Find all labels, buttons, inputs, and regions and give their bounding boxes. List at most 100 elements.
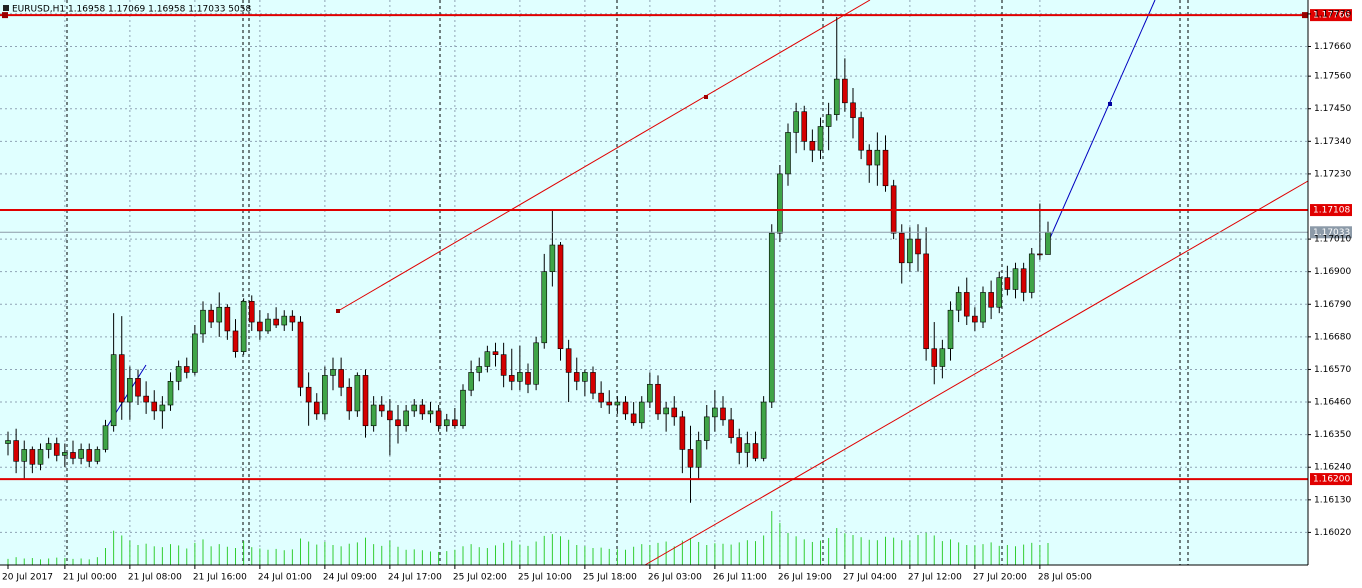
candle-body [1028, 253, 1035, 293]
x-tick-label: 26 Jul 03:00 [648, 573, 702, 583]
x-tick-label: 24 Jul 17:00 [388, 573, 442, 583]
y-tick-label: 1.16240 [1314, 463, 1351, 473]
candle-body [135, 378, 141, 397]
candle-body [842, 78, 848, 104]
x-tick-label: 25 Jul 18:00 [583, 573, 637, 583]
y-tick-label: 1.17010 [1314, 235, 1351, 245]
candle-body [427, 410, 434, 415]
candle-body [590, 372, 596, 394]
y-tick-label: 1.16460 [1314, 398, 1351, 408]
candle-body [37, 449, 44, 465]
candle-body [354, 375, 361, 412]
candle-body [647, 383, 653, 403]
candle-body [1037, 253, 1043, 256]
candle-body [980, 292, 986, 323]
candle-body [573, 372, 580, 382]
candle-body [850, 102, 856, 118]
candle-body [45, 443, 52, 450]
candle-body [866, 149, 873, 166]
candle-body [183, 366, 190, 373]
candle-body [874, 149, 881, 166]
candle-body [53, 443, 60, 456]
candle-body [29, 449, 36, 465]
candle-body [78, 449, 84, 459]
x-axis: 20 Jul 2017 21 Jul 00:00 21 Jul 08:00 21 Ju… [2, 565, 1092, 583]
candle-body [216, 306, 223, 323]
candle-body [468, 372, 474, 391]
candle-body [419, 404, 426, 415]
grid [0, 0, 1308, 565]
y-tick-label: 1.17230 [1314, 169, 1351, 179]
y-tick-label: 1.17340 [1314, 137, 1351, 147]
candle-body [988, 292, 994, 308]
candle-body [224, 306, 231, 332]
x-tick-label: 21 Jul 00:00 [63, 573, 117, 583]
y-axis: 1.17770 1.17660 1.17560 1.17450 1.17340 1.172… [1308, 9, 1351, 538]
candle-body [939, 348, 946, 367]
level-label: 1.17033 [1313, 228, 1350, 238]
x-tick-label: 24 Jul 01:00 [258, 573, 312, 583]
candle-body [5, 440, 11, 444]
level-anchor [2, 12, 8, 19]
candle-body [484, 351, 491, 367]
candle-body [346, 386, 353, 412]
candle-body [768, 232, 775, 403]
x-tick-label: 25 Jul 02:00 [453, 573, 507, 583]
x-tick-label: 27 Jul 12:00 [908, 573, 962, 583]
candle-body [86, 449, 93, 462]
x-tick-label: 21 Jul 16:00 [193, 573, 247, 583]
candle-body [362, 375, 369, 427]
plot-area [0, 0, 1308, 565]
y-tick-label: 1.16790 [1314, 300, 1351, 310]
candle-body [777, 173, 783, 234]
candle-body [159, 404, 166, 412]
anchor [336, 309, 340, 313]
candle-body [411, 404, 418, 412]
candle-body [752, 443, 759, 459]
candle-body [378, 404, 385, 412]
x-tick-label: 20 Jul 2017 [2, 573, 53, 583]
candle-body [817, 126, 824, 151]
candle-body [972, 315, 978, 323]
candle-body [695, 440, 702, 468]
candle-body [785, 132, 791, 175]
volumes [7, 511, 1049, 565]
candle-body [387, 410, 393, 421]
candle-body [687, 449, 694, 468]
y-tick-label: 1.16680 [1314, 332, 1351, 342]
candle-body [728, 419, 734, 438]
candle-body [102, 425, 109, 450]
candle-body [297, 321, 304, 388]
candle-body [305, 386, 312, 403]
y-tick-label: 1.17660 [1314, 42, 1351, 52]
candle-body [525, 372, 531, 385]
x-tick-label: 26 Jul 19:00 [778, 573, 832, 583]
candle-body [955, 292, 962, 311]
y-tick-label: 1.17560 [1314, 72, 1351, 82]
candle-body [533, 342, 539, 385]
candle-body [907, 238, 913, 264]
candle-body [630, 413, 637, 424]
y-tick-label: 1.16020 [1314, 528, 1351, 538]
candle-body [963, 292, 970, 317]
candle-body [1020, 268, 1027, 293]
candle-body [565, 348, 572, 373]
candle-body [460, 389, 466, 427]
candle-body [549, 244, 556, 272]
candle-body [915, 238, 921, 255]
candles [5, 16, 1051, 503]
level-anchor [1302, 12, 1308, 19]
x-tick-label: 24 Jul 09:00 [323, 573, 377, 583]
candle-body [508, 375, 515, 382]
channel-upper [337, 0, 871, 312]
y-tick-label: 1.16350 [1314, 430, 1351, 440]
symbol-icon [3, 5, 9, 11]
candle-body [663, 407, 669, 415]
candle-body [947, 309, 954, 350]
channel-lower [644, 180, 1309, 566]
candle-body [322, 375, 328, 415]
candle-body [443, 419, 450, 427]
candle-body [110, 354, 117, 427]
candle-body [338, 369, 344, 388]
candle-body [313, 401, 320, 415]
